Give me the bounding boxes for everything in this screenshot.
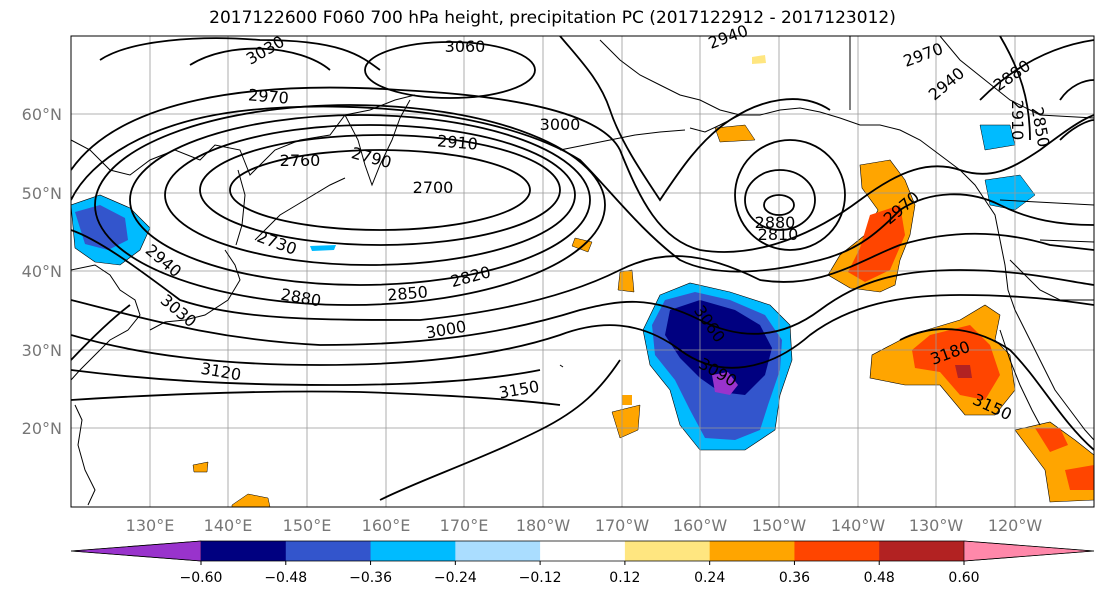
colorbar-swatch [455,541,541,561]
height-contours [71,36,1094,501]
colorbar-swatch [285,541,372,561]
latitude-labels: 60°N 50°N 40°N 30°N 20°N [22,105,62,438]
lat-label: 60°N [22,105,62,124]
colorbar-swatch [794,541,880,561]
colorbar-tick-label: −0.48 [264,570,307,586]
colorbar-tick-label: 0.36 [779,570,810,586]
colorbar: −0.60 −0.48 −0.36 −0.24 −0.12 0.12 0.24 0.36 0.4… [70,540,1095,586]
contour-label: 2970 [247,85,289,107]
colorbar-tick-label: −0.36 [349,570,392,586]
contour-label: 2910 [1008,100,1027,141]
lon-label: 170°E [440,516,489,535]
contour-label: 2810 [758,225,799,244]
contour-label: 2880 [755,213,796,232]
colorbar-swatch [70,540,202,562]
lon-label: 170°W [595,516,650,535]
colorbar-swatch [370,541,456,561]
colorbar-tick-label: 0.24 [694,570,725,586]
colorbar-swatch [624,541,711,561]
lon-label: 150°W [752,516,807,535]
lon-label: 130°E [126,516,175,535]
graticule [71,36,1094,507]
colorbar-swatch [709,541,795,561]
lon-label: 160°E [362,516,411,535]
lat-label: 20°N [22,419,62,438]
lon-label: 130°W [909,516,964,535]
lat-label: 30°N [22,341,62,360]
lon-label: 150°E [283,516,332,535]
longitude-labels: 130°E 140°E 150°E 160°E 170°E 180°W 170°W 160°W… [126,516,1043,535]
colorbar-tick-label: 0.60 [948,570,979,586]
lon-label: 160°W [673,516,728,535]
colorbar-swatch [963,540,1095,562]
contour-label: 2760 [280,151,321,170]
lat-label: 40°N [22,262,62,281]
lon-label: 120°W [988,516,1043,535]
contour-label: 2700 [413,178,454,197]
colorbar-swatch [540,541,626,561]
coastlines [71,36,1094,506]
contour-label: 2850 [386,282,428,304]
lon-label: 140°E [204,516,253,535]
colorbar-swatch [201,541,287,561]
colorbar-tick-label: −0.24 [434,570,477,586]
contour-label: 3060 [445,37,486,56]
contour-label: 3000 [540,115,581,134]
lon-label: 180°W [516,516,571,535]
colorbar-tick-label: 0.12 [609,570,640,586]
lat-label: 50°N [22,184,62,203]
colorbar-swatch [879,541,965,561]
map-title: 2017122600 F060 700 hPa height, precipit… [209,8,896,28]
colorbar-tick-label: −0.60 [180,570,223,586]
colorbar-tick-label: −0.12 [519,570,562,586]
contour-label: 2910 [436,131,478,153]
colorbar-tick-label: 0.48 [864,570,895,586]
lon-label: 140°W [831,516,886,535]
